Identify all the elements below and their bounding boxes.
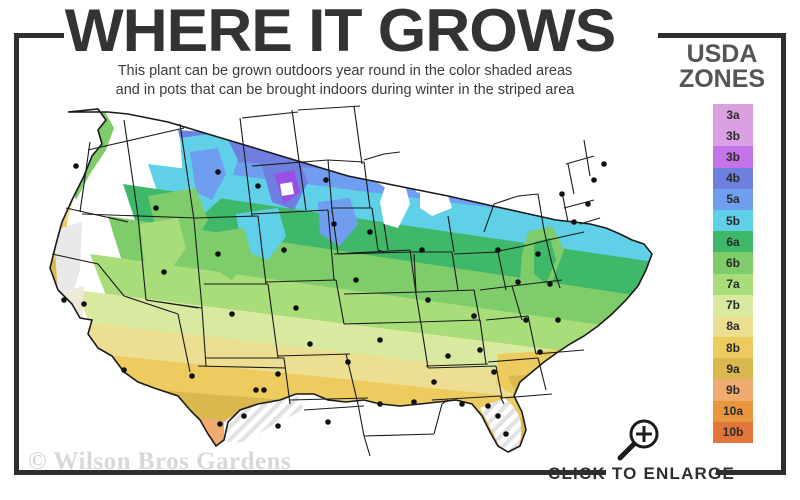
legend-swatch-label: 3b	[725, 149, 740, 164]
map-svg	[49, 105, 653, 457]
frame-left-segment	[14, 33, 19, 475]
legend-swatch-10b-15: 10b	[713, 421, 753, 443]
legend-swatch-6a-6: 6a	[713, 231, 753, 253]
subtitle-line-2: and in pots that can be brought indoors …	[115, 82, 575, 98]
legend-swatch-label: 6a	[726, 234, 740, 249]
legend-swatch-label: 7b	[725, 298, 740, 313]
frame-right-segment	[781, 33, 786, 475]
legend-swatch-5a-4: 5a	[713, 188, 753, 210]
copyright-watermark: © Wilson Bros Gardens	[28, 448, 292, 475]
legend-swatch-label: 7a	[726, 277, 740, 292]
magnifier-plus-icon[interactable]	[615, 418, 663, 462]
legend-swatch-3a-0: 3a	[713, 104, 753, 126]
page-title: WHERE IT GROWS	[64, 0, 617, 64]
legend-swatch-3b-2: 3b	[713, 146, 753, 168]
legend-swatch-label: 3b	[725, 128, 740, 143]
legend-swatch-label: 10a	[722, 404, 744, 419]
legend-swatch-label: 8a	[726, 319, 740, 334]
legend-swatch-label: 5a	[726, 192, 740, 207]
legend-swatch-10a-14: 10a	[713, 400, 753, 422]
frame-bottom-right-segment	[716, 470, 786, 475]
legend-swatch-8b-11: 8b	[713, 337, 753, 359]
zone-legend: 3a 3b 3b 4b 5a 5b 6a 6b 7a 7b 8a 8b 9a 9b 10a 10b	[713, 104, 753, 443]
legend-swatch-label: 9a	[726, 361, 740, 376]
legend-swatch-label: 10b	[722, 425, 744, 440]
legend-swatch-6b-7: 6b	[713, 252, 753, 274]
legend-swatch-4b-3: 4b	[713, 167, 753, 189]
legend-heading: USDA ZONES	[662, 42, 782, 92]
legend-swatch-label: 6b	[725, 255, 740, 270]
legend-heading-line-2: ZONES	[678, 65, 766, 93]
legend-swatch-label: 9b	[725, 383, 740, 398]
legend-swatch-label: 8b	[725, 340, 740, 355]
hardiness-zone-map[interactable]	[28, 104, 668, 459]
legend-heading-line-1: USDA	[686, 40, 758, 68]
country-outline	[49, 108, 653, 453]
legend-swatch-9a-12: 9a	[713, 358, 753, 380]
frame-top-right-segment	[658, 33, 786, 38]
subtitle: This plant can be grown outdoors year ro…	[40, 62, 650, 100]
legend-swatch-label: 4b	[725, 171, 740, 186]
legend-swatch-label: 5b	[725, 213, 740, 228]
legend-swatch-3b-1: 3b	[713, 125, 753, 147]
city-markers	[61, 161, 607, 437]
legend-swatch-5b-5: 5b	[713, 209, 753, 232]
legend-swatch-7a-8: 7a	[713, 273, 753, 295]
legend-swatch-7b-9: 7b	[713, 294, 753, 316]
click-to-enlarge-label[interactable]: CLICK TO ENLARGE	[548, 464, 736, 483]
zone-color-bands	[50, 109, 652, 452]
legend-swatch-8a-10: 8a	[713, 315, 753, 338]
legend-swatch-label: 3a	[726, 107, 740, 122]
frame-bottom-left-segment	[14, 470, 606, 475]
striped-overwinter-regions	[224, 396, 522, 453]
frame-top-left-segment	[14, 33, 64, 38]
legend-swatch-9b-13: 9b	[713, 379, 753, 401]
subtitle-line-1: This plant can be grown outdoors year ro…	[117, 63, 573, 79]
state-borders	[51, 105, 601, 457]
magnifier-svg	[617, 419, 659, 461]
